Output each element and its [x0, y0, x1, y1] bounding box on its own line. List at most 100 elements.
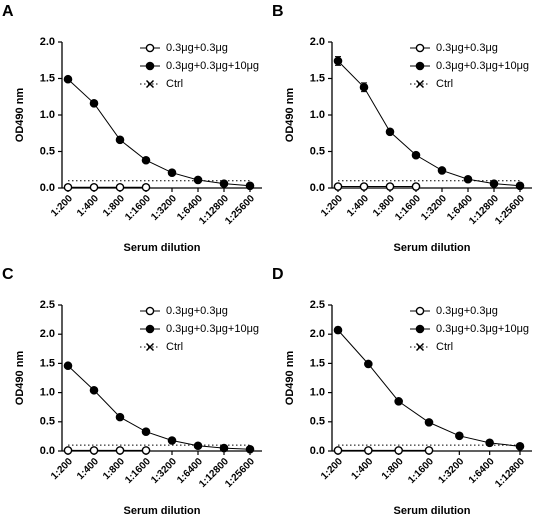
y-tick-label: 2.0: [40, 328, 55, 340]
marker: [489, 179, 499, 188]
x-tick-label: 1:1600: [406, 456, 436, 486]
marker: [245, 444, 255, 454]
x-tick-label: 1:1600: [123, 193, 153, 223]
panel: B OD490 nm Serum dilution 0.0 0.5 1.0 1.5 2.0 1:…: [272, 3, 532, 254]
marker: [141, 182, 151, 192]
marker-x: [415, 342, 425, 352]
marker: [115, 135, 125, 145]
marker: [385, 182, 395, 191]
x-tick-label: 1:400: [349, 456, 375, 482]
marker: [415, 43, 425, 53]
marker: [333, 182, 343, 191]
marker: [359, 82, 369, 92]
legend-label: 0.3μg+0.3μg+10μg: [166, 60, 259, 72]
marker: [245, 181, 255, 191]
y-tick-label: 0.0: [310, 445, 325, 457]
marker: [515, 442, 525, 451]
x-axis-title: Serum dilution: [394, 242, 471, 254]
marker: [141, 427, 151, 437]
x-axis-title: Serum dilution: [124, 505, 201, 516]
x-tick-label: 1:25600: [493, 193, 527, 227]
marker: [424, 418, 434, 427]
x-tick-label: 1:1600: [393, 193, 423, 223]
x-tick-label: 1:6400: [467, 456, 497, 486]
y-tick-label: 1.0: [310, 387, 325, 399]
x-tick-label: 1:800: [380, 456, 406, 482]
y-tick-label: 0.5: [310, 145, 325, 157]
marker: [115, 412, 125, 422]
marker: [89, 99, 99, 108]
marker: [359, 182, 369, 191]
y-tick-label: 1.0: [40, 387, 55, 399]
x-tick-label: 1:3200: [149, 193, 179, 223]
series-line: [337, 329, 521, 447]
marker: [89, 182, 99, 192]
y-axis-title: OD490 nm: [284, 351, 296, 406]
x-tick-label: 1:1600: [123, 456, 153, 486]
marker: [394, 397, 403, 406]
marker: [333, 325, 343, 335]
marker-stroke: [145, 79, 155, 89]
x-tick-label: 1:12800: [493, 456, 527, 490]
y-tick-label: 1.5: [40, 72, 55, 84]
x-tick-label: 1:3200: [437, 456, 467, 486]
marker: [333, 446, 343, 455]
y-axis-title: OD490 nm: [14, 351, 26, 406]
marker-stroke: [415, 79, 425, 89]
legend-label: 0.3μg+0.3μg: [436, 42, 498, 54]
legend-label: Ctrl: [166, 341, 183, 353]
x-tick-label: 1:400: [345, 193, 371, 219]
marker: [63, 446, 73, 455]
legend-label: 0.3μg+0.3μg: [166, 42, 228, 54]
marker: [141, 155, 151, 165]
x-tick-label: 1:3200: [149, 456, 179, 486]
marker: [485, 438, 494, 448]
legend-label: Ctrl: [166, 78, 183, 90]
y-axis-title: OD490 nm: [284, 88, 296, 143]
legend-label: 0.3μg+0.3μg+10μg: [436, 60, 529, 72]
series-line: [67, 365, 251, 450]
panel-label: C: [2, 266, 14, 283]
marker: [63, 361, 73, 371]
y-tick-label: 2.0: [310, 328, 325, 340]
marker: [115, 446, 125, 455]
y-tick-label: 2.5: [40, 299, 55, 311]
marker: [145, 306, 155, 316]
marker: [89, 385, 99, 395]
marker: [89, 446, 99, 455]
y-tick-label: 0.5: [310, 416, 325, 428]
x-tick-label: 1:200: [49, 456, 75, 482]
marker: [415, 324, 425, 334]
y-tick-label: 0.5: [40, 145, 55, 157]
x-tick-label: 1:25600: [223, 456, 257, 490]
panel: A OD490 nm Serum dilution 0.0 0.5 1.0 1.5 2.0 1:…: [2, 3, 262, 254]
legend-label: 0.3μg+0.3μg+10μg: [166, 323, 259, 335]
y-tick-label: 2.0: [310, 36, 325, 48]
marker-x: [415, 79, 425, 89]
marker: [364, 446, 373, 455]
marker: [167, 436, 177, 445]
y-axis-title: OD490 nm: [14, 88, 26, 143]
x-tick-label: 1:25600: [223, 193, 257, 227]
marker: [167, 168, 177, 177]
x-axis-title: Serum dilution: [124, 242, 201, 254]
y-tick-label: 0.0: [310, 182, 325, 194]
marker-x: [145, 342, 155, 352]
marker: [219, 443, 229, 453]
marker-stroke: [415, 342, 425, 352]
marker: [115, 182, 125, 192]
legend-label: 0.3μg+0.3μg: [166, 305, 228, 317]
marker: [333, 56, 343, 66]
marker: [437, 166, 447, 175]
marker: [415, 61, 425, 71]
panel: C OD490 nm Serum dilution 0.0 0.5 1.0 1.5 2.0 2.…: [2, 266, 262, 516]
x-tick-label: 1:400: [75, 456, 101, 482]
marker: [415, 306, 425, 316]
marker-stroke: [145, 342, 155, 352]
panel: D OD490 nm Serum dilution 0.0 0.5 1.0 1.5 2.0 2.…: [272, 266, 532, 516]
x-tick-label: 1:400: [75, 193, 101, 219]
y-tick-label: 0.5: [40, 416, 55, 428]
x-tick-label: 1:200: [319, 193, 345, 219]
x-tick-label: 1:200: [49, 193, 75, 219]
